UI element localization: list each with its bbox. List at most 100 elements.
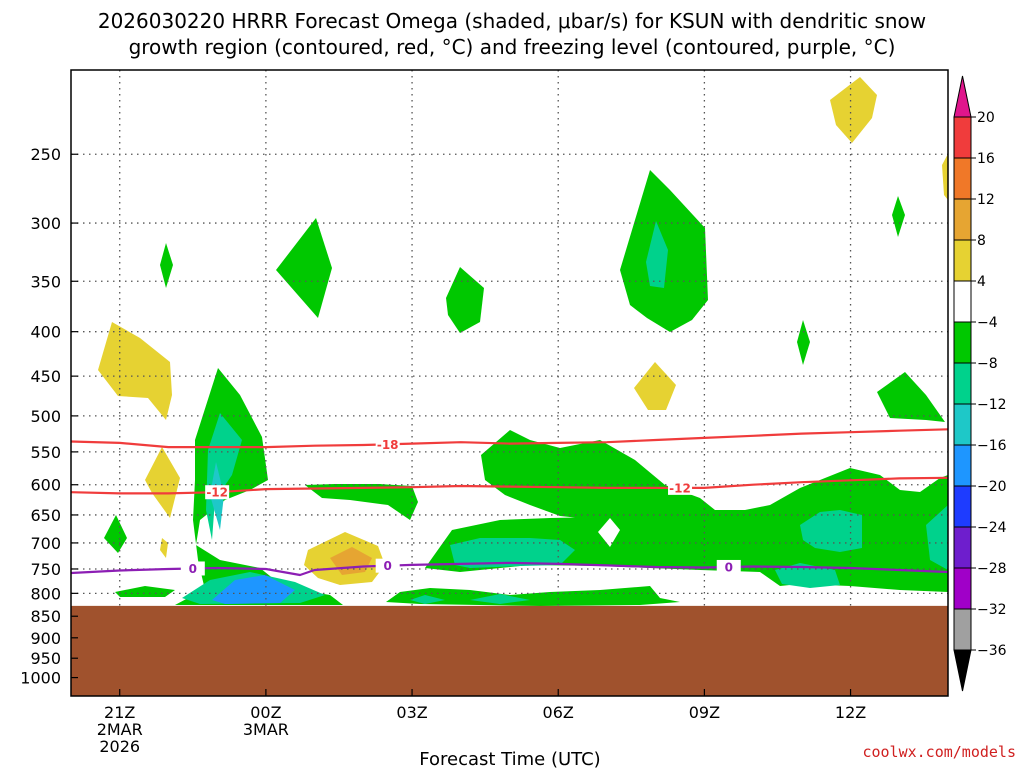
chart-title-line1: 2026030220 HRRR Forecast Omega (shaded, … bbox=[98, 9, 926, 33]
colorbar-label: −4 bbox=[977, 315, 998, 331]
omega-region-rising-4 bbox=[104, 515, 127, 553]
y-tick-label: 350 bbox=[30, 272, 61, 291]
omega-region-rising-8 bbox=[800, 510, 862, 552]
colorbar-swatch bbox=[953, 280, 972, 323]
y-tick-label: 300 bbox=[30, 214, 61, 233]
dotted-grid bbox=[71, 70, 948, 696]
colorbar-swatch bbox=[953, 157, 972, 200]
y-tick-label: 500 bbox=[30, 407, 61, 426]
colorbar-label: −24 bbox=[977, 520, 1007, 536]
colorbar-label: −32 bbox=[977, 602, 1007, 618]
omega-region-rising-4 bbox=[115, 586, 175, 597]
colorbar-label: −28 bbox=[977, 561, 1007, 577]
omega-region-sinking-4 bbox=[98, 322, 172, 420]
omega-region-sinking-4 bbox=[830, 77, 877, 143]
colorbar-swatch bbox=[953, 403, 972, 446]
y-tick-label: 650 bbox=[30, 506, 61, 525]
contour-label-bg bbox=[180, 561, 205, 576]
x-tick-label: 06Z bbox=[543, 703, 574, 722]
omega-region-rising-4 bbox=[481, 430, 730, 525]
colorbar-swatch bbox=[953, 198, 972, 241]
colorbar-label: 8 bbox=[977, 233, 986, 249]
colorbar-label: −8 bbox=[977, 356, 998, 372]
omega-region-calm bbox=[598, 518, 620, 547]
omega-shading bbox=[98, 77, 948, 606]
terrain-below-ground bbox=[71, 605, 948, 696]
x-tick-label: 00Z bbox=[250, 703, 281, 722]
omega-region-rising-4 bbox=[892, 196, 905, 237]
omega-region-rising-8 bbox=[470, 594, 530, 604]
x-tick-label: 21Z bbox=[104, 703, 135, 722]
contour-label-bg bbox=[716, 559, 741, 574]
y-tick-label: 700 bbox=[30, 534, 61, 553]
y-tick-label: 800 bbox=[30, 584, 61, 603]
colorbar-label: 12 bbox=[977, 192, 995, 208]
omega-region-rising-8 bbox=[206, 413, 242, 540]
colorbar-label: −16 bbox=[977, 438, 1007, 454]
colorbar-top-arrow bbox=[953, 75, 972, 118]
contour-label-bg bbox=[205, 485, 230, 500]
colorbar-swatch bbox=[953, 567, 972, 610]
temperature-contours: -18 -12 -12 0 0 0 bbox=[71, 428, 948, 577]
colorbar: 20 16 12 8 4 −4 −8 −12 −16 −20 −24 −28 −32 −36 bbox=[953, 75, 1007, 692]
colorbar-label: −36 bbox=[977, 643, 1007, 659]
y-tick-label: 750 bbox=[30, 560, 61, 579]
colorbar-label: 20 bbox=[977, 110, 995, 126]
y-tick-label: 450 bbox=[30, 367, 61, 386]
colorbar-swatch bbox=[953, 526, 972, 569]
y-tick-label: 850 bbox=[30, 607, 61, 626]
contour-label: 0 bbox=[189, 562, 197, 576]
colorbar-swatch bbox=[953, 239, 972, 282]
contour-label: 0 bbox=[384, 559, 392, 573]
omega-region-rising-4 bbox=[160, 243, 173, 288]
contour-label-bg bbox=[375, 558, 400, 573]
colorbar-swatch bbox=[953, 362, 972, 405]
contour-label-bg bbox=[668, 480, 693, 495]
y-tick-label: 400 bbox=[30, 323, 61, 342]
omega-region-rising-4 bbox=[386, 586, 680, 606]
colorbar-swatch bbox=[953, 321, 972, 364]
omega-region-rising-4 bbox=[446, 267, 484, 333]
colorbar-label: 16 bbox=[977, 151, 995, 167]
contour-label-bg bbox=[375, 437, 400, 452]
y-tick-label: 550 bbox=[30, 443, 61, 462]
y-tick-label: 1000 bbox=[20, 669, 61, 688]
omega-region-rising-4 bbox=[305, 484, 418, 520]
colorbar-swatch bbox=[953, 485, 972, 528]
y-axis: 250 300 350 400 450 500 550 600 650 700 750 800 850 9… bbox=[20, 145, 78, 688]
contour-label: -12 bbox=[669, 481, 691, 495]
y-tick-label: 950 bbox=[30, 649, 61, 668]
chart-title-line2: growth region (contoured, red, °C) and f… bbox=[129, 35, 896, 59]
omega-region-sinking-4 bbox=[634, 362, 676, 410]
omega-region-rising-4 bbox=[797, 320, 810, 365]
contour-line bbox=[71, 428, 948, 449]
colorbar-label: −12 bbox=[977, 397, 1007, 413]
colorbar-label: 4 bbox=[977, 274, 986, 290]
x-tick-label: 2026 bbox=[99, 737, 140, 756]
omega-region-rising-8 bbox=[410, 595, 445, 604]
omega-region-rising-4 bbox=[276, 218, 332, 318]
x-tick-label: 2MAR bbox=[97, 720, 143, 739]
x-axis-label: Forecast Time (UTC) bbox=[419, 749, 600, 768]
x-tick-label: 03Z bbox=[396, 703, 427, 722]
contour-label: 0 bbox=[725, 560, 733, 574]
terrain-layer bbox=[71, 605, 948, 696]
x-tick-label: 12Z bbox=[835, 703, 866, 722]
contour-label: -12 bbox=[206, 486, 228, 500]
colorbar-swatch bbox=[953, 444, 972, 487]
colorbar-bottom-arrow bbox=[953, 649, 972, 692]
y-tick-label: 900 bbox=[30, 629, 61, 648]
omega-region-rising-8 bbox=[926, 505, 948, 570]
omega-region-sinking-4 bbox=[942, 153, 948, 200]
credit-link[interactable]: coolwx.com/models bbox=[862, 743, 1016, 761]
colorbar-swatch bbox=[953, 608, 972, 651]
contour-line bbox=[71, 561, 948, 577]
omega-region-rising-4 bbox=[877, 372, 945, 422]
plot-area: -18 -12 -12 0 0 0 bbox=[71, 70, 948, 696]
omega-region-rising-8 bbox=[646, 221, 668, 288]
colorbar-swatch bbox=[953, 116, 972, 159]
omega-region-rising-16 bbox=[212, 575, 295, 604]
x-tick-label: 09Z bbox=[689, 703, 720, 722]
